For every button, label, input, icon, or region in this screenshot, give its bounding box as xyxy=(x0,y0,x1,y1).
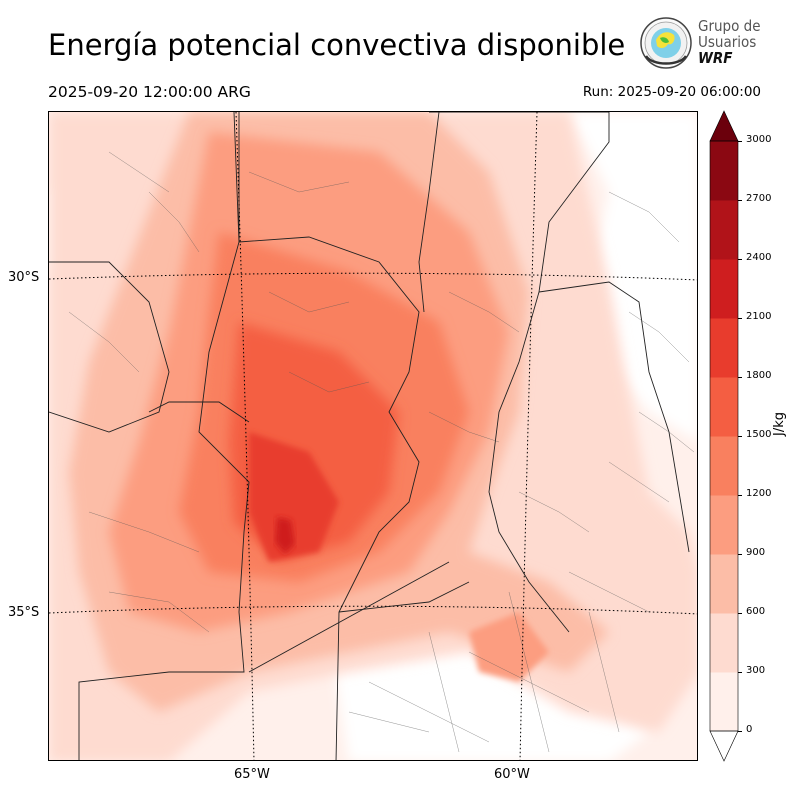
colorbar-tick-label: 1500 xyxy=(746,429,772,440)
colorbar-band xyxy=(710,200,738,260)
colorbar-tick-mark xyxy=(738,554,742,555)
lon-label-60w: 60°W xyxy=(494,767,530,782)
colorbar-band xyxy=(710,554,738,614)
lat-label-35s: 35°S xyxy=(8,605,40,620)
colorbar-band xyxy=(710,259,738,319)
colorbar-tick-mark xyxy=(738,731,742,732)
colorbar-tick-mark xyxy=(738,613,742,614)
colorbar-bottom-extend xyxy=(709,730,739,762)
colorbar-tick-label: 900 xyxy=(746,547,766,558)
colorbar-tick-label: 0 xyxy=(746,724,753,735)
colorbar-tick-label: 300 xyxy=(746,665,766,676)
colorbar-tick-label: 3000 xyxy=(746,134,772,145)
colorbar-band xyxy=(710,436,738,496)
valid-time: 2025-09-20 12:00:00 ARG xyxy=(48,83,251,101)
colorbar-tick-mark xyxy=(738,200,742,201)
colorbar-tick-mark xyxy=(738,495,742,496)
colorbar-band xyxy=(710,377,738,437)
cape-map xyxy=(48,111,698,761)
colorbar-tick-mark xyxy=(738,259,742,260)
lon-label-65w: 65°W xyxy=(234,767,270,782)
cape-field xyxy=(49,112,697,760)
colorbar-tick-mark xyxy=(738,318,742,319)
colorbar-tick-mark xyxy=(738,141,742,142)
colorbar-band xyxy=(710,141,738,201)
logo-line3: WRF xyxy=(698,49,733,67)
colorbar-tick-label: 1800 xyxy=(746,370,772,381)
lat-label-30s: 30°S xyxy=(8,270,40,285)
colorbar-tick-label: 2400 xyxy=(746,252,772,263)
colorbar-tick-label: 2100 xyxy=(746,311,772,322)
colorbar-band xyxy=(710,318,738,378)
colorbar-tick-mark xyxy=(738,377,742,378)
run-time: Run: 2025-09-20 06:00:00 xyxy=(582,84,761,100)
logo-line2: Usuarios xyxy=(698,33,757,51)
colorbar-unit-label: J/kg xyxy=(772,412,787,436)
colorbar-band xyxy=(710,495,738,555)
globe-icon xyxy=(640,17,692,69)
logo: Grupo de Usuarios WRF xyxy=(638,16,768,76)
page-title: Energía potencial convectiva disponible xyxy=(48,28,626,62)
colorbar-tick-label: 1200 xyxy=(746,488,772,499)
colorbar-tick-mark xyxy=(738,672,742,673)
colorbar-top-extend xyxy=(709,110,739,142)
colorbar-band xyxy=(710,613,738,673)
colorbar-tick-label: 600 xyxy=(746,606,766,617)
colorbar xyxy=(709,110,739,762)
colorbar-band xyxy=(710,672,738,732)
colorbar-tick-mark xyxy=(738,436,742,437)
colorbar-tick-label: 2700 xyxy=(746,193,772,204)
logo-line1: Grupo de xyxy=(698,17,761,35)
